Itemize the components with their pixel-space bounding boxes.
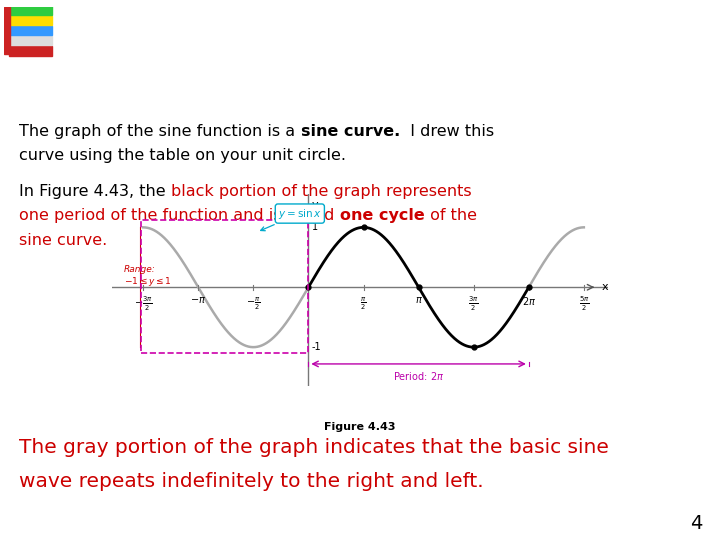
Text: $2\pi$: $2\pi$ xyxy=(522,295,536,307)
Text: Range:
$-1 \leq y \leq 1$: Range: $-1 \leq y \leq 1$ xyxy=(124,265,171,288)
Text: Period: $2\pi$: Period: $2\pi$ xyxy=(393,370,444,382)
Text: $\frac{3\pi}{2}$: $\frac{3\pi}{2}$ xyxy=(469,295,479,313)
Text: $-\frac{3\pi}{2}$: $-\frac{3\pi}{2}$ xyxy=(134,295,153,313)
Text: one period of the function and is called: one period of the function and is called xyxy=(19,208,340,224)
Bar xyxy=(4,7,10,54)
Text: $-\frac{\pi}{2}$: $-\frac{\pi}{2}$ xyxy=(246,295,261,312)
Text: $-\pi$: $-\pi$ xyxy=(190,295,207,305)
Text: Basic Sine and Cosine Curves: Basic Sine and Cosine Curves xyxy=(72,26,531,55)
Text: Figure 4.43: Figure 4.43 xyxy=(324,422,396,432)
Bar xyxy=(9,5,53,15)
Text: $\frac{5\pi}{2}$: $\frac{5\pi}{2}$ xyxy=(579,295,589,313)
Text: I drew this: I drew this xyxy=(400,125,494,139)
Text: curve using the table on your unit circle.: curve using the table on your unit circl… xyxy=(19,148,346,164)
Bar xyxy=(9,46,53,56)
Text: $\pi$: $\pi$ xyxy=(415,295,423,305)
Text: x: x xyxy=(602,282,608,292)
Text: 1: 1 xyxy=(312,222,318,232)
Bar xyxy=(9,26,53,36)
Text: black portion of the graph represents: black portion of the graph represents xyxy=(171,185,472,199)
Text: y: y xyxy=(311,200,318,210)
Text: The graph of the sine function is a: The graph of the sine function is a xyxy=(19,125,301,139)
Text: $\frac{\pi}{2}$: $\frac{\pi}{2}$ xyxy=(360,295,366,312)
Text: $y = \sin x$: $y = \sin x$ xyxy=(261,207,322,231)
Text: -1: -1 xyxy=(312,342,322,352)
Text: The gray portion of the graph indicates that the basic sine: The gray portion of the graph indicates … xyxy=(19,438,609,457)
Bar xyxy=(9,36,53,45)
Bar xyxy=(9,16,53,25)
Text: In Figure 4.43, the: In Figure 4.43, the xyxy=(19,185,171,199)
Text: wave repeats indefinitely to the right and left.: wave repeats indefinitely to the right a… xyxy=(19,471,484,491)
Text: one cycle: one cycle xyxy=(340,208,425,224)
Text: sine curve.: sine curve. xyxy=(301,125,400,139)
Text: 4: 4 xyxy=(690,514,702,533)
Text: of the: of the xyxy=(425,208,477,224)
Text: sine curve.: sine curve. xyxy=(19,233,108,247)
